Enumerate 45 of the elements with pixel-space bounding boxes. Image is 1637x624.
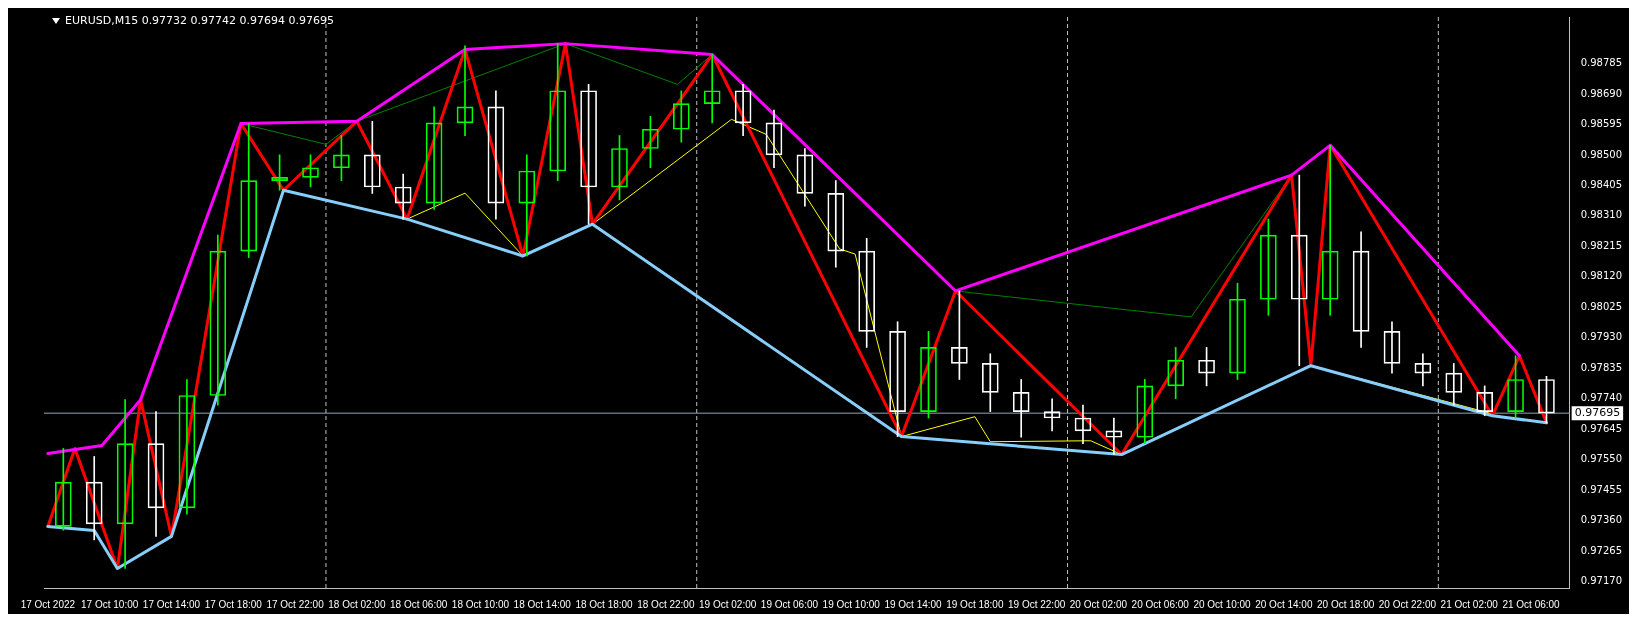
y-tick-label: 0.98215 [1580, 239, 1623, 251]
x-tick-label: 20 Oct 02:00 [1069, 598, 1128, 610]
x-tick-label: 17 Oct 22:00 [266, 598, 325, 610]
x-tick-label: 17 Oct 2022 [20, 598, 76, 610]
x-tick-label: 19 Oct 06:00 [760, 598, 819, 610]
x-tick-label: 18 Oct 18:00 [575, 598, 634, 610]
y-tick-label: 0.98025 [1580, 300, 1623, 312]
y-tick-label: 0.98310 [1580, 209, 1623, 221]
x-tick-label: 18 Oct 22:00 [637, 598, 695, 610]
x-tick-label: 20 Oct 18:00 [1317, 598, 1375, 610]
y-tick-label: 0.97360 [1580, 514, 1623, 526]
y-tick-label: 0.98785 [1580, 57, 1623, 69]
x-tick-label: 20 Oct 22:00 [1378, 598, 1437, 610]
y-tick-label: 0.98405 [1580, 179, 1623, 191]
y-tick-label: 0.98595 [1580, 118, 1623, 130]
chart-title: EURUSD,M15 0.97732 0.97742 0.97694 0.97695 [65, 14, 335, 27]
x-tick-label: 17 Oct 14:00 [142, 598, 201, 610]
x-tick-label: 20 Oct 10:00 [1193, 598, 1252, 610]
x-tick-label: 21 Oct 02:00 [1440, 598, 1499, 610]
x-tick-label: 18 Oct 02:00 [328, 598, 386, 610]
x-tick-label: 18 Oct 10:00 [451, 598, 510, 610]
y-tick-label: 0.97930 [1580, 331, 1623, 343]
x-tick-label: 19 Oct 18:00 [946, 598, 1004, 610]
x-tick-label: 17 Oct 18:00 [204, 598, 263, 610]
ref-line-label: 0.97695 [1574, 406, 1621, 420]
y-tick-label: 0.98690 [1580, 87, 1623, 99]
x-tick-label: 17 Oct 10:00 [81, 598, 139, 610]
x-tick-label: 19 Oct 14:00 [884, 598, 943, 610]
y-tick-label: 0.97835 [1580, 361, 1623, 373]
x-tick-label: 20 Oct 06:00 [1131, 598, 1190, 610]
x-tick-label: 19 Oct 02:00 [699, 598, 757, 610]
y-tick-label: 0.97740 [1580, 392, 1623, 404]
y-tick-label: 0.97645 [1580, 422, 1623, 434]
y-tick-label: 0.98120 [1580, 270, 1623, 282]
y-tick-label: 0.98500 [1580, 148, 1623, 160]
x-tick-label: 19 Oct 22:00 [1008, 598, 1066, 610]
x-tick-label: 19 Oct 10:00 [822, 598, 881, 610]
x-tick-label: 20 Oct 14:00 [1255, 598, 1313, 610]
y-tick-label: 0.97455 [1580, 483, 1623, 495]
y-tick-label: 0.97170 [1580, 575, 1623, 587]
y-tick-label: 0.97550 [1580, 453, 1623, 465]
x-tick-label: 18 Oct 14:00 [513, 598, 572, 610]
x-tick-label: 21 Oct 06:00 [1502, 598, 1561, 610]
y-tick-label: 0.97265 [1580, 544, 1623, 556]
x-tick-label: 18 Oct 06:00 [390, 598, 448, 610]
